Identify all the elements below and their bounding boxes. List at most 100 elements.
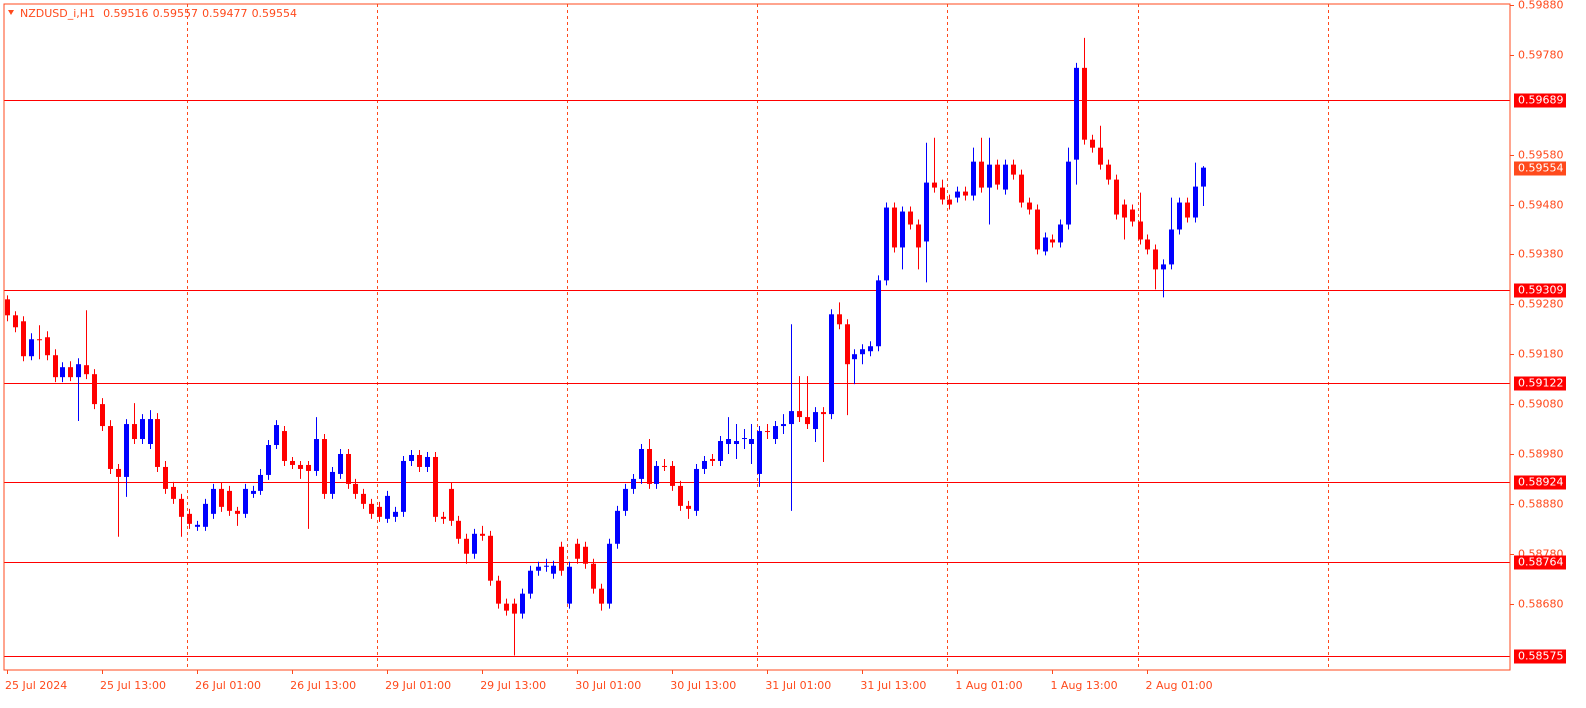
candle-body: [1003, 164, 1008, 190]
candle-body: [955, 191, 960, 198]
candle-body: [171, 486, 176, 499]
level-label-box: [1514, 555, 1566, 570]
candle-body: [860, 349, 865, 355]
candle-body: [330, 471, 335, 494]
candle-body: [749, 439, 754, 445]
candle-body: [544, 565, 549, 567]
candle-body: [1153, 249, 1158, 270]
candle-body: [852, 354, 857, 360]
level-label-box: [1514, 283, 1566, 298]
candle-body: [781, 424, 786, 427]
candle-body: [1090, 139, 1095, 148]
candle-body: [1177, 202, 1182, 230]
x-tick-label: 25 Jul 2024: [5, 679, 67, 692]
candle-body: [84, 365, 89, 375]
candle-body: [322, 439, 327, 494]
candle-body: [464, 538, 469, 554]
candle-body: [346, 453, 351, 484]
level-label: 0.59122: [1518, 377, 1564, 390]
x-tick-label: 29 Jul 13:00: [480, 679, 546, 692]
plot-frame: [3, 3, 1511, 671]
candle-body: [1201, 167, 1206, 187]
y-tick-label: 0.58980: [1518, 448, 1564, 461]
level-label: 0.58764: [1518, 556, 1564, 569]
symbol: NZDUSD_i,H1: [20, 7, 95, 20]
candle-body: [829, 314, 834, 415]
candle-body: [1066, 161, 1071, 225]
candle-body: [116, 468, 121, 477]
candle-body: [1074, 67, 1079, 160]
candle-body: [243, 488, 248, 514]
candle-body: [670, 465, 675, 486]
candle-body: [757, 431, 762, 474]
axis-layer: 0.59880 0.59780 0.59580 0.59480 0.59380 0.592…: [5, 0, 1566, 692]
candle-body: [805, 417, 810, 425]
bid-label-box: [1514, 161, 1566, 176]
candle-body: [298, 464, 303, 469]
candle-body: [599, 588, 604, 604]
candle-body: [654, 465, 659, 484]
x-tick-label: 30 Jul 01:00: [575, 679, 641, 692]
candle-body: [971, 161, 976, 196]
header-close: 0.59554: [252, 7, 298, 20]
candle-body: [5, 299, 10, 316]
candle-body: [512, 603, 517, 614]
level-label-box: [1514, 649, 1566, 664]
candle-body: [108, 426, 113, 469]
candle-body: [591, 563, 596, 589]
candle-body: [932, 182, 937, 188]
bid-label: 0.59554: [1518, 162, 1564, 175]
candle-body: [282, 431, 287, 461]
candle-body: [140, 419, 145, 440]
candle-body: [536, 566, 541, 571]
candle-body: [29, 339, 34, 357]
candle-body: [488, 535, 493, 581]
x-tick-label: 1 Aug 01:00: [955, 679, 1022, 692]
candle-body: [441, 516, 446, 519]
candle-body: [92, 374, 97, 405]
candle-body: [892, 207, 897, 248]
candle-body: [662, 465, 667, 467]
candle-body: [1138, 221, 1143, 240]
candle-body: [155, 419, 160, 467]
candle-body: [789, 411, 794, 425]
candle-body: [575, 543, 580, 559]
candle-body: [995, 164, 1000, 185]
candle-body: [813, 412, 818, 430]
candle-body: [797, 411, 802, 418]
candle-body: [45, 337, 50, 356]
x-tick-label: 1 Aug 13:00: [1050, 679, 1117, 692]
candle-body: [694, 468, 699, 511]
grid-layer: [187, 4, 1329, 670]
x-tick-label: 30 Jul 13:00: [670, 679, 736, 692]
candle-body: [306, 464, 311, 471]
candle-body: [963, 191, 968, 196]
level-label: 0.59689: [1518, 94, 1564, 107]
candle-body: [369, 503, 374, 514]
candle-body: [647, 448, 652, 484]
candle-body: [639, 448, 644, 479]
level-label-box: [1514, 93, 1566, 108]
candle-body: [528, 570, 533, 594]
y-tick-label: 0.59380: [1518, 248, 1564, 261]
y-tick-label: 0.59880: [1518, 0, 1564, 12]
candle-body: [401, 460, 406, 512]
candle-body: [258, 474, 263, 491]
candle-body: [203, 503, 208, 527]
candle-body: [979, 161, 984, 188]
candle-body: [53, 355, 58, 378]
y-tick-label: 0.59180: [1518, 348, 1564, 361]
candle-body: [734, 441, 739, 445]
candle-body: [13, 315, 18, 328]
candle-body: [385, 495, 390, 519]
level-label: 0.58575: [1518, 650, 1564, 663]
x-tick-label: 31 Jul 01:00: [765, 679, 831, 692]
candle-body: [1019, 174, 1024, 203]
candle-body: [884, 207, 889, 281]
candle-body: [409, 454, 414, 461]
x-tick-label: 26 Jul 13:00: [290, 679, 356, 692]
candle-body: [417, 454, 422, 467]
candle-body: [195, 524, 200, 527]
candle-body: [496, 580, 501, 604]
candle-body: [480, 533, 485, 536]
